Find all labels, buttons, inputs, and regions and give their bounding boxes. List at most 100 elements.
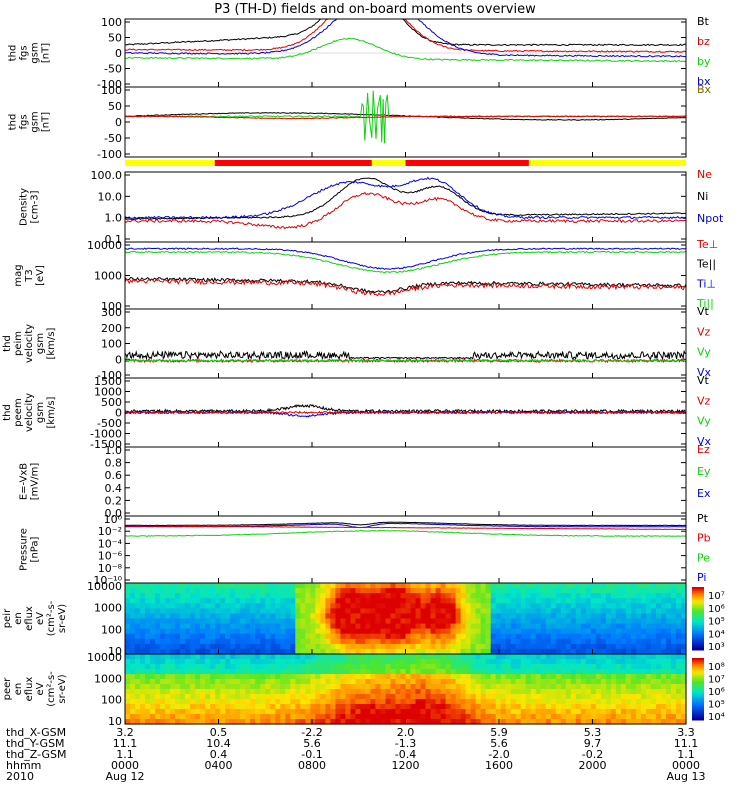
spectrogram-cell [666, 719, 672, 725]
spectrogram-cell [350, 608, 356, 615]
spectrogram-cell [560, 689, 567, 695]
spectrogram-cell [635, 638, 642, 645]
spectrogram-cell [365, 648, 371, 655]
spectrogram-cell [666, 669, 672, 675]
ylabel: gsm [30, 111, 41, 132]
spectrogram-cell [295, 648, 301, 655]
spectrogram-cell [676, 593, 682, 599]
spectrogram-cell [480, 628, 487, 635]
spectrogram-cell [515, 593, 522, 599]
spectrogram-cell [495, 669, 502, 675]
spectrogram-cell [380, 679, 387, 685]
spectrogram-cell [355, 719, 361, 725]
spectrogram-cell [265, 648, 271, 655]
spectrogram-cell [170, 583, 176, 589]
spectrogram-cell [440, 654, 447, 660]
spectrogram-cell [270, 684, 276, 690]
spectrogram-cell [440, 608, 447, 615]
spectrogram-cell [215, 689, 221, 695]
spectrogram-cell [205, 628, 211, 635]
spectrogram-cell [145, 603, 151, 609]
spectrogram-cell [130, 674, 136, 680]
spectrogram-cell [255, 689, 261, 695]
spectrogram-cell [230, 714, 236, 720]
spectrogram-cell [415, 719, 422, 725]
spectrogram-cell [445, 638, 452, 645]
spectrogram-cell [550, 628, 557, 635]
spectrogram-cell [390, 704, 397, 710]
spectrogram-cell [470, 608, 477, 615]
spectrogram-cell [465, 704, 472, 710]
spectrogram-cell [300, 583, 306, 589]
spectrogram-cell [580, 674, 587, 680]
spectrogram-cell [666, 659, 672, 665]
spectrogram-cell [595, 684, 602, 690]
spectrogram-cell [195, 654, 201, 660]
spectrogram-cell [365, 628, 371, 635]
spectrogram-cell [450, 689, 457, 695]
spectrogram-cell [360, 608, 366, 615]
spectrogram-cell [330, 659, 336, 665]
spectrogram-cell [240, 648, 246, 655]
spectrogram-cell [605, 719, 612, 725]
spectrogram-cell [395, 669, 402, 675]
spectrogram-cell [325, 643, 331, 650]
spectrogram-cell [180, 659, 186, 665]
spectrogram-cell [300, 623, 306, 630]
spectrogram-cell [365, 583, 371, 589]
spectrogram-cell [380, 613, 387, 620]
spectrogram-cell [205, 598, 211, 604]
spectrogram-cell [325, 719, 331, 725]
colorbar-cell [692, 620, 704, 624]
spectrogram-cell [380, 628, 387, 635]
spectrogram-cell [460, 628, 467, 635]
ytick-label: 10⁻⁴ [98, 537, 123, 550]
spectrogram-cell [185, 598, 191, 604]
spectrogram-cell [330, 699, 336, 705]
spectrogram-cell [240, 628, 246, 635]
spectrogram-cell [681, 628, 687, 635]
spectrogram-cell [330, 633, 336, 640]
spectrogram-cell [640, 674, 647, 680]
spectrogram-cell [300, 714, 306, 720]
spectrogram-cell [170, 598, 176, 604]
spectrogram-cell [375, 638, 381, 645]
spectrogram-cell [310, 714, 316, 720]
spectrogram-cell [340, 623, 346, 630]
spectrogram-cell [150, 679, 156, 685]
spectrogram-cell [400, 633, 407, 640]
spectrogram-cell [375, 659, 381, 665]
spectrogram-cell [375, 679, 381, 685]
spectrogram-cell [460, 583, 467, 589]
spectrogram-cell [170, 694, 176, 700]
spectrogram-cell [185, 608, 191, 615]
spectrogram-cell [550, 714, 557, 720]
spectrogram-cell [671, 633, 677, 640]
spectrogram-cell [465, 684, 472, 690]
spectrogram-cell [440, 603, 447, 609]
spectrogram-cell [570, 694, 577, 700]
spectrogram-cell [676, 608, 682, 615]
spectrogram-cell [676, 603, 682, 609]
spectrogram-cell [245, 704, 251, 710]
spectrogram-cell [465, 709, 472, 715]
spectrogram-cell [490, 588, 497, 594]
spectrogram-cell [155, 633, 161, 640]
spectrogram-cell [255, 709, 261, 715]
spectrogram-cell [260, 674, 266, 680]
spectrogram-cell [300, 608, 306, 615]
spectrogram-cell [681, 618, 687, 625]
spectrogram-cell [210, 679, 216, 685]
spectrogram-cell [375, 674, 381, 680]
spectrogram-cell [440, 669, 447, 675]
spectrogram-cell [445, 588, 452, 594]
spectrogram-cell [500, 689, 507, 695]
spectrogram-cell [570, 714, 577, 720]
spectrogram-cell [235, 684, 241, 690]
spectrogram-cell [330, 613, 336, 620]
spectrogram-cell [565, 633, 572, 640]
spectrogram-cell [590, 699, 597, 705]
spectrogram-cell [530, 659, 537, 665]
spectrogram-cell [590, 664, 597, 670]
spectrogram-cell [220, 699, 226, 705]
